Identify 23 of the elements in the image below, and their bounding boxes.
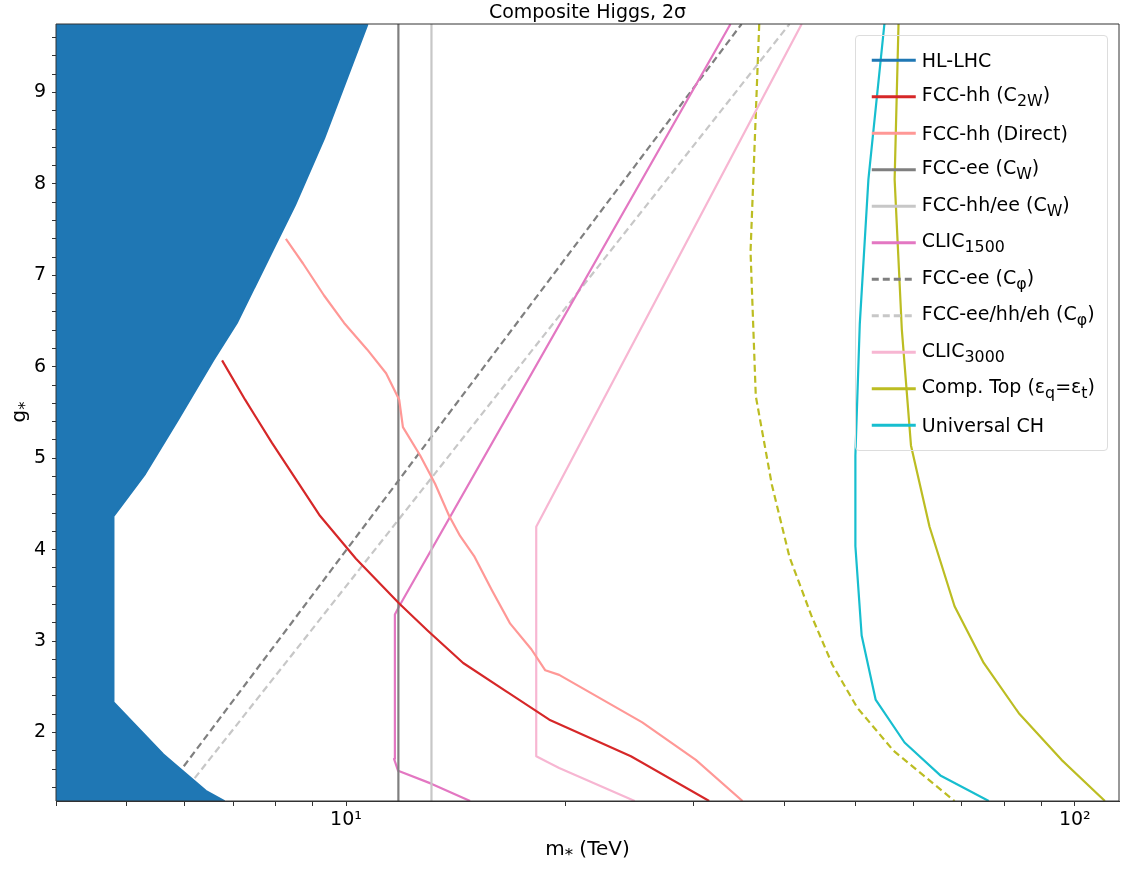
y-tick-label: 4	[33, 536, 46, 559]
legend-label: HL-LHC	[921, 49, 992, 72]
y-tick-label: 2	[33, 719, 46, 742]
chart-title: Composite Higgs, 2σ	[487, 0, 688, 22]
y-tick-label: 7	[33, 262, 46, 285]
x-tick-label: 10¹	[330, 807, 362, 830]
y-tick-label: 6	[33, 353, 46, 376]
legend-label: FCC-ee (C$_{W}$)	[921, 156, 1040, 184]
legend-label: Universal CH	[921, 414, 1045, 437]
y-tick-label: 5	[33, 445, 46, 468]
y-tick-label: 8	[33, 170, 46, 193]
x-tick-label: 10²	[1058, 807, 1091, 830]
y-tick-label: 9	[33, 79, 46, 102]
legend-label: CLIC$_{3000}$	[921, 338, 1005, 366]
legend-label: FCC-ee/hh/eh (C$_{φ}$)	[921, 302, 1095, 330]
legend-label: FCC-hh (Direct)	[921, 122, 1068, 145]
x-axis-title: m$_{*}$ (TeV)	[544, 836, 631, 864]
legend-label: FCC-hh (C$_{2W}$)	[921, 83, 1051, 111]
legend-label: CLIC$_{1500}$	[921, 229, 1005, 257]
legend-label: Comp. Top (ε$_{q}$=ε$_{t}$)	[921, 375, 1095, 403]
y-tick-label: 3	[33, 627, 46, 650]
legend-label: FCC-hh/ee (C$_{W}$)	[921, 192, 1070, 220]
legend-label: FCC-ee (C$_{φ}$)	[921, 265, 1035, 293]
